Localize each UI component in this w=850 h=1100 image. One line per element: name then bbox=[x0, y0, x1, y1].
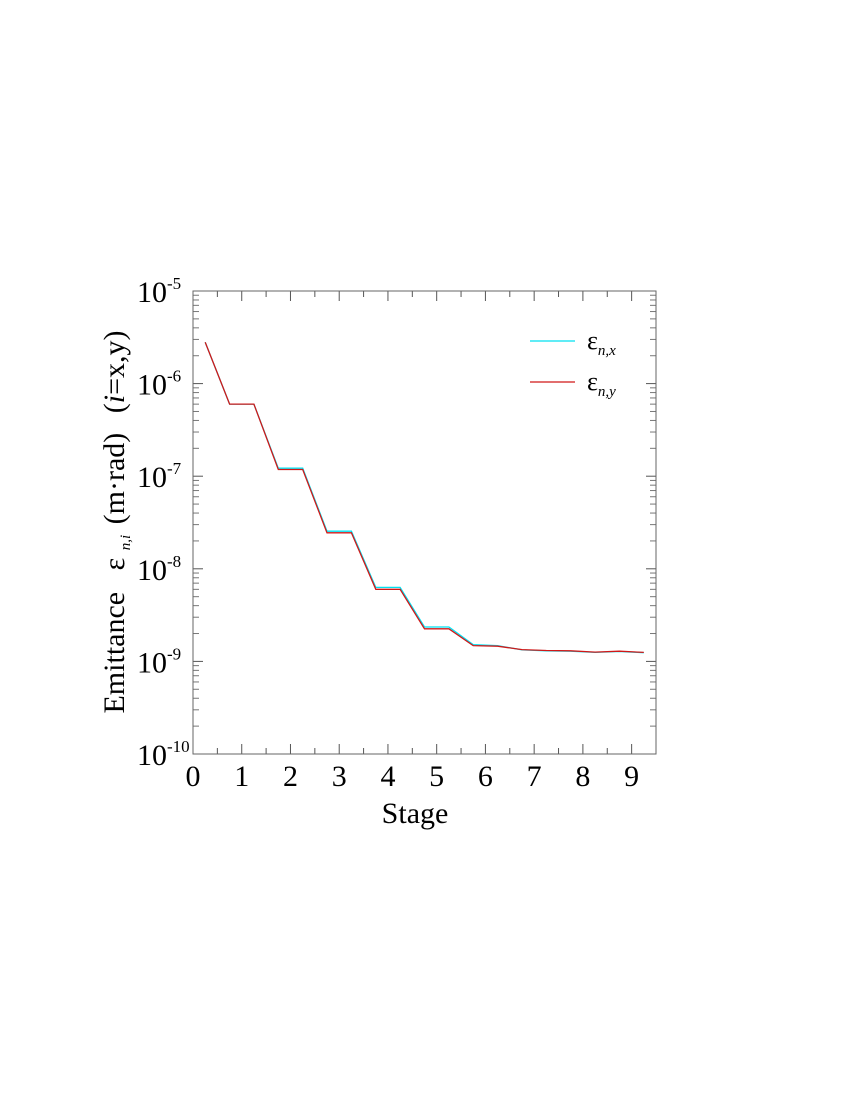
y-tick-label: 10-8 bbox=[137, 552, 181, 587]
x-tick-label: 2 bbox=[283, 760, 298, 793]
y-tick-label: 10-9 bbox=[137, 644, 181, 679]
x-tick-label: 7 bbox=[527, 760, 542, 793]
legend: εn,x εn,y bbox=[530, 326, 616, 400]
y-axis-title-symbol: ε bbox=[98, 558, 131, 571]
y-axis-title-prefix: Emittance bbox=[98, 592, 131, 714]
x-tick-label: 8 bbox=[575, 760, 590, 793]
tick-marks bbox=[192, 290, 657, 755]
y-axis-title-var: i bbox=[98, 395, 131, 403]
x-axis-title: Stage bbox=[382, 797, 449, 830]
series-lines bbox=[204, 341, 644, 654]
legend-label-y: εn,y bbox=[587, 367, 616, 400]
plot-frame bbox=[192, 290, 657, 755]
series-line-x bbox=[204, 341, 644, 654]
x-tick-label: 1 bbox=[234, 760, 249, 793]
x-tick-label: 3 bbox=[332, 760, 347, 793]
x-tick-label: 0 bbox=[186, 760, 201, 793]
legend-label-x: εn,x bbox=[587, 326, 616, 359]
x-tick-label: 5 bbox=[429, 760, 444, 793]
x-tick-label: 4 bbox=[380, 760, 395, 793]
y-tick-labels: 10-10 10-9 10-8 10-7 10-6 10-5 bbox=[137, 274, 190, 772]
x-tick-label: 6 bbox=[478, 760, 493, 793]
y-tick-label: 10-10 bbox=[137, 737, 190, 772]
series-line-y bbox=[204, 341, 644, 654]
y-axis-title-rest: =x,y bbox=[98, 340, 131, 394]
y-axis-title: Emittance ε n,i (m·rad) (i=x,y) bbox=[98, 330, 137, 713]
y-axis-title-subscript: n,i bbox=[118, 535, 134, 550]
y-tick-label: 10-6 bbox=[137, 367, 181, 402]
y-axis-title-unit: (m·rad) bbox=[98, 433, 131, 525]
y-tick-label: 10-5 bbox=[137, 274, 181, 309]
y-tick-label: 10-7 bbox=[137, 459, 182, 494]
x-tick-label: 9 bbox=[624, 760, 639, 793]
